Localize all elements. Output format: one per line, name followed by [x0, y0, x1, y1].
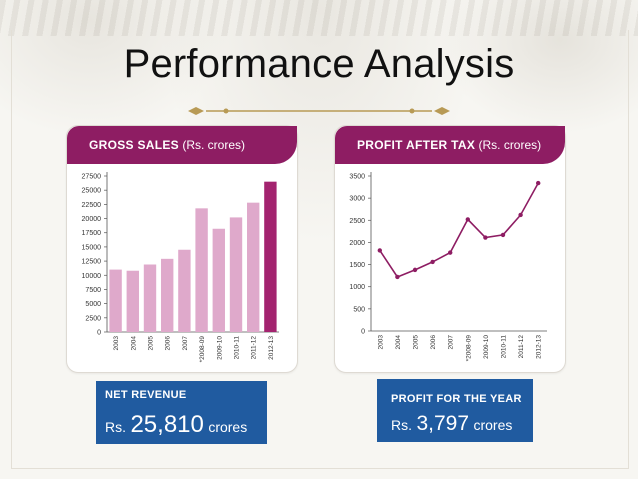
bar-y-tick-label: 7500 — [85, 287, 101, 294]
line-x-tick-label: 2009-10 — [483, 335, 490, 359]
net-revenue-prefix: Rs. — [105, 419, 126, 435]
line-x-tick-label: 2006 — [430, 335, 437, 350]
bar-2006 — [161, 258, 174, 332]
bar-x-tick-label: 2011-12 — [251, 336, 258, 360]
bar-2004 — [126, 270, 139, 332]
profit-after-tax-unit: (Rs. crores) — [478, 138, 542, 152]
line-y-tick-label: 2500 — [349, 218, 365, 225]
point-*2008-09 — [465, 217, 470, 222]
profit-after-tax-header: PROFIT AFTER TAX (Rs. crores) — [335, 126, 565, 164]
profit-after-tax-title: PROFIT AFTER TAX — [357, 138, 476, 152]
net-revenue-value-line: Rs. 25,810 crores — [105, 411, 247, 439]
point-2011-12 — [518, 212, 523, 218]
line-x-tick-label: 2011-12 — [518, 335, 525, 359]
page-title: Performance Analysis — [123, 42, 515, 86]
line-x-tick-label: 2005 — [413, 335, 420, 350]
bar-x-tick-label: 2003 — [113, 336, 120, 351]
page-frame — [11, 30, 629, 469]
bar-y-tick-label: 0 — [97, 330, 101, 337]
bar-x-tick-label: 2010-11 — [234, 336, 241, 360]
bar-2007 — [178, 249, 191, 332]
point-2012-13 — [536, 180, 541, 186]
profit-for-year-label: PROFIT FOR THE YEAR — [391, 393, 522, 405]
bar-y-tick-label: 2500 — [85, 315, 101, 322]
point-2009-10 — [483, 235, 488, 240]
line-y-tick-label: 500 — [353, 306, 365, 313]
bar-x-tick-label: 2004 — [130, 336, 137, 351]
ornament-divider — [188, 107, 450, 115]
profit-for-year-value-line: Rs. 3,797 crores — [391, 412, 512, 436]
bar-y-tick-label: 27500 — [82, 174, 102, 181]
point-2010-11 — [500, 232, 506, 238]
bar-y-tick-label: 20000 — [82, 216, 102, 223]
bar-y-tick-label: 10000 — [82, 273, 102, 280]
point-2005 — [412, 267, 418, 273]
profit-for-year-value: 3,797 — [416, 412, 470, 435]
profit-after-tax-card: PROFIT AFTER TAX (Rs. crores) 0 500 1000 15… — [334, 125, 566, 373]
profit-for-year-prefix: Rs. — [391, 417, 412, 433]
line-y-tick-label: 1000 — [349, 284, 365, 291]
bar-y-tick-label: 17500 — [82, 230, 102, 237]
bar-x-tick-label: 2006 — [165, 336, 172, 351]
point-2004 — [395, 274, 400, 280]
line-y-tick-label: 2000 — [349, 240, 365, 247]
bar-x-tick-label: 2007 — [182, 336, 189, 351]
profit-after-tax-chart: 0 500 1000 1500 2000 2500 3000 3500 2003 2004 2005… — [349, 172, 547, 362]
line-y-tick-label: 3500 — [349, 174, 365, 181]
point-2003 — [377, 248, 382, 253]
point-2007 — [448, 250, 453, 255]
bar-2003 — [109, 269, 122, 332]
profit-for-year-box: PROFIT FOR THE YEAR Rs. 3,797 crores — [377, 379, 533, 442]
line-y-tick-label: 3000 — [349, 196, 365, 203]
bar-y-tick-label: 22500 — [82, 202, 102, 209]
gross-sales-title: GROSS SALES — [89, 138, 179, 152]
stamp-decoration — [0, 0, 638, 36]
bar-y-tick-label: 5000 — [85, 301, 101, 308]
gross-sales-header: GROSS SALES (Rs. crores) — [67, 126, 297, 164]
net-revenue-unit: crores — [208, 419, 248, 435]
bar-x-tick-label: 2009-10 — [216, 336, 223, 360]
line-x-tick-label: *2008-09 — [465, 335, 472, 362]
bar-2005 — [143, 264, 157, 332]
line-y-tick-label: 1500 — [349, 262, 365, 269]
bar-x-tick-label: 2005 — [148, 336, 155, 351]
profit-line — [379, 182, 539, 278]
bar-2010-11 — [229, 217, 243, 332]
bar-y-tick-label: 15000 — [82, 244, 102, 251]
line-x-tick-label: 2010-11 — [501, 335, 508, 359]
bar-2012-13 — [264, 181, 277, 332]
net-revenue-value: 25,810 — [130, 411, 204, 438]
line-x-tick-label: 2003 — [377, 335, 384, 350]
bar-x-tick-label: 2012-13 — [268, 336, 275, 360]
gross-sales-card: GROSS SALES (Rs. crores) 0 2500 5000 7500 10… — [66, 125, 298, 373]
gross-sales-chart: 0 2500 5000 7500 10000 12500 15000 17500 20000 22… — [82, 172, 279, 363]
bar-y-tick-label: 12500 — [82, 259, 102, 266]
line-x-tick-label: 2012-13 — [536, 335, 543, 359]
net-revenue-box: NET REVENUE Rs. 25,810 crores — [96, 381, 267, 444]
bar-y-tick-label: 25000 — [82, 188, 102, 195]
line-y-tick-label: 0 — [361, 329, 365, 336]
bar-2011-12 — [247, 202, 260, 332]
line-x-tick-label: 2004 — [395, 335, 402, 350]
profit-for-year-unit: crores — [473, 417, 513, 433]
bar-2009-10 — [212, 228, 225, 332]
bar-x-tick-label: *2008-09 — [199, 336, 206, 363]
bar-*2008-09 — [195, 208, 208, 332]
gross-sales-unit: (Rs. crores) — [182, 138, 245, 152]
point-2006 — [430, 259, 435, 265]
net-revenue-label: NET REVENUE — [105, 389, 187, 401]
line-x-tick-label: 2007 — [448, 335, 455, 350]
